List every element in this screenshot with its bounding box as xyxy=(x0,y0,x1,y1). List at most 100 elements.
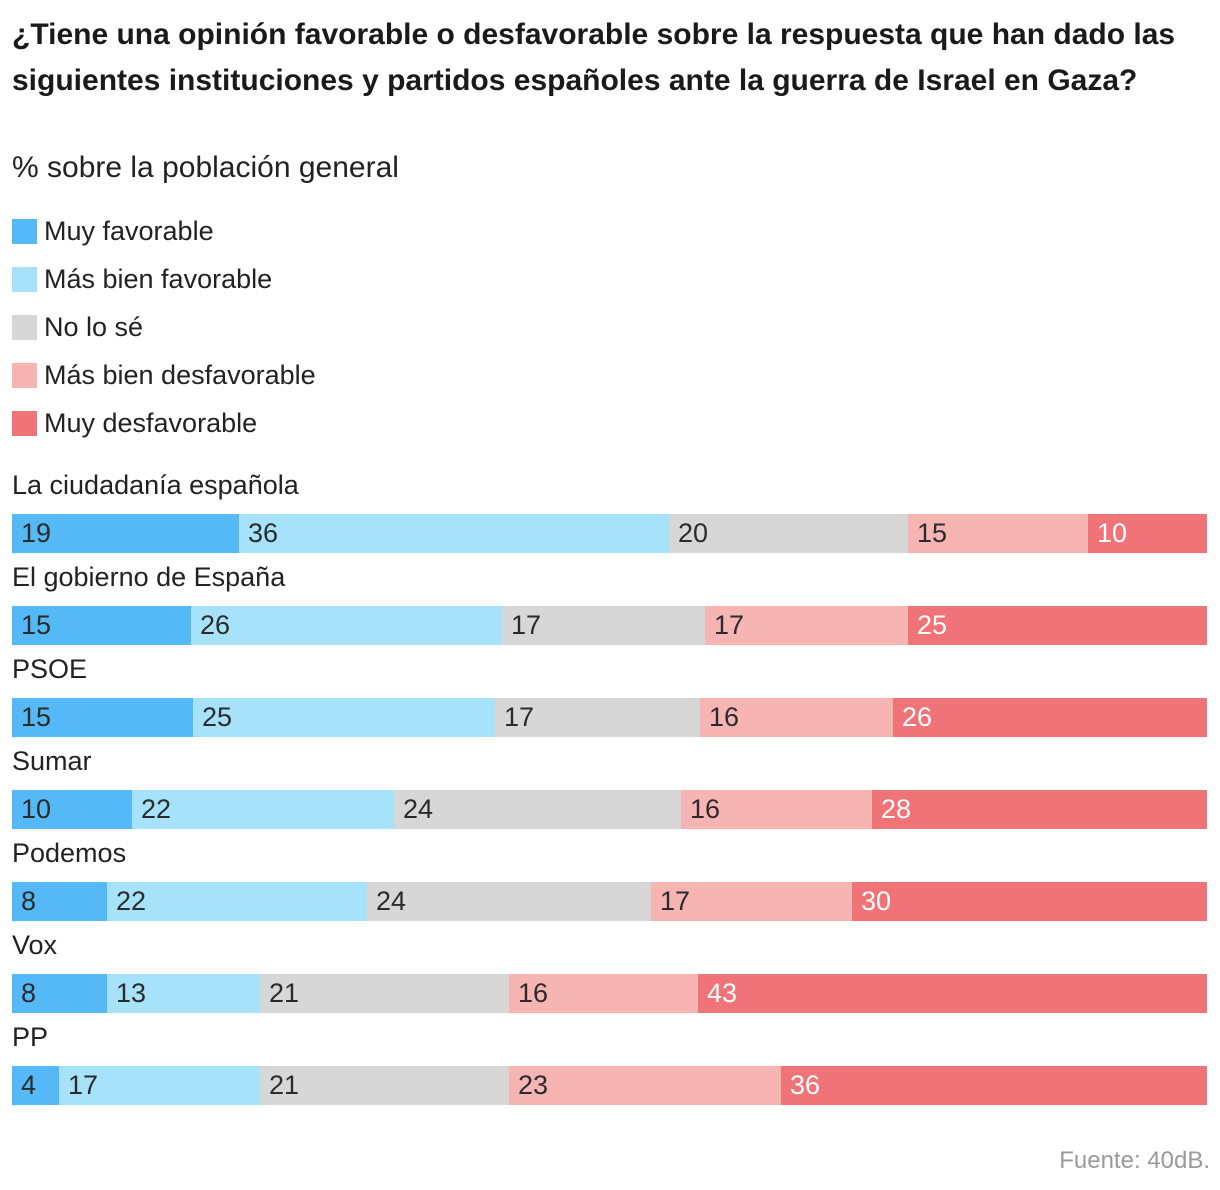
legend-label-no-lo-se: No lo sé xyxy=(44,311,144,342)
bar-row-podemos: 8 22 24 17 30 xyxy=(12,882,1207,921)
source-note: Fuente: 40dB. xyxy=(1059,1147,1210,1174)
category-label-psoe: PSOE xyxy=(12,654,88,684)
legend-label-mas-bien-favorable: Más bien favorable xyxy=(44,263,273,294)
data-label-el-gobierno-de-espana-muy-favorable: 15 xyxy=(21,610,52,640)
bar-segment-psoe-no-lo-se: 17 xyxy=(495,698,700,737)
bar-segment-pp-no-lo-se: 21 xyxy=(260,1066,509,1105)
bar-segment-vox-no-lo-se: 21 xyxy=(260,974,509,1013)
bar-segment-vox-mas-bien-desfavorable: 16 xyxy=(509,974,698,1013)
bar-segment-pp-muy-favorable: 4 xyxy=(12,1066,59,1105)
data-label-la-ciudadania-espanola-muy-desfavorable: 10 xyxy=(1097,518,1128,548)
legend-label-muy-favorable: Muy favorable xyxy=(44,215,214,246)
bar-segment-podemos-no-lo-se: 24 xyxy=(367,882,651,921)
bar-segment-psoe-muy-desfavorable: 26 xyxy=(893,698,1207,737)
data-label-el-gobierno-de-espana-mas-bien-desfavorable: 17 xyxy=(714,610,745,640)
data-label-podemos-mas-bien-desfavorable: 17 xyxy=(660,886,691,916)
data-label-sumar-muy-favorable: 10 xyxy=(21,794,52,824)
data-label-vox-muy-favorable: 8 xyxy=(21,978,37,1008)
bar-segment-psoe-mas-bien-desfavorable: 16 xyxy=(700,698,893,737)
bar-segment-el-gobierno-de-espana-muy-desfavorable: 25 xyxy=(908,606,1207,645)
bar-segment-la-ciudadania-espanola-no-lo-se: 20 xyxy=(669,514,908,553)
legend-label-muy-desfavorable: Muy desfavorable xyxy=(44,407,258,438)
data-label-pp-mas-bien-favorable: 17 xyxy=(68,1070,99,1100)
bar-segment-podemos-muy-favorable: 8 xyxy=(12,882,107,921)
category-label-el-gobierno-de-espana: El gobierno de España xyxy=(12,562,286,592)
bar-segment-sumar-mas-bien-desfavorable: 16 xyxy=(681,790,872,829)
bar-segment-el-gobierno-de-espana-no-lo-se: 17 xyxy=(502,606,705,645)
chart-title: ¿Tiene una opinión favorable o desfavora… xyxy=(12,18,1176,97)
data-label-pp-mas-bien-desfavorable: 23 xyxy=(518,1070,549,1100)
bar-row-el-gobierno-de-espana: 15 26 17 17 25 xyxy=(12,606,1207,645)
bar-segment-la-ciudadania-espanola-muy-favorable: 19 xyxy=(12,514,239,553)
category-label-vox: Vox xyxy=(12,930,58,960)
category-label-pp: PP xyxy=(12,1022,49,1052)
bar-segment-sumar-no-lo-se: 24 xyxy=(394,790,681,829)
data-label-podemos-no-lo-se: 24 xyxy=(376,886,407,916)
bar-segment-pp-mas-bien-favorable: 17 xyxy=(59,1066,260,1105)
data-label-el-gobierno-de-espana-muy-desfavorable: 25 xyxy=(917,610,948,640)
category-label-sumar: Sumar xyxy=(12,746,92,776)
data-label-psoe-mas-bien-favorable: 25 xyxy=(202,702,233,732)
chart-subtitle: % sobre la población general xyxy=(12,151,399,184)
data-label-pp-muy-favorable: 4 xyxy=(21,1070,37,1100)
data-label-sumar-mas-bien-favorable: 22 xyxy=(141,794,172,824)
bar-segment-la-ciudadania-espanola-muy-desfavorable: 10 xyxy=(1088,514,1207,553)
bar-row-psoe: 15 25 17 16 26 xyxy=(12,698,1207,737)
bar-row-pp: 4 17 21 23 36 xyxy=(12,1066,1207,1105)
bar-row-la-ciudadania-espanola: 19 36 20 15 10 xyxy=(12,514,1207,553)
data-label-psoe-muy-favorable: 15 xyxy=(21,702,52,732)
bar-row-sumar: 10 22 24 16 28 xyxy=(12,790,1207,829)
bar-segment-el-gobierno-de-espana-muy-favorable: 15 xyxy=(12,606,191,645)
data-label-podemos-muy-desfavorable: 30 xyxy=(861,886,892,916)
bar-segment-vox-muy-desfavorable: 43 xyxy=(698,974,1207,1013)
bar-segment-el-gobierno-de-espana-mas-bien-favorable: 26 xyxy=(191,606,502,645)
bar-segment-psoe-mas-bien-favorable: 25 xyxy=(193,698,495,737)
data-label-la-ciudadania-espanola-mas-bien-favorable: 36 xyxy=(248,518,279,548)
data-label-el-gobierno-de-espana-mas-bien-favorable: 26 xyxy=(200,610,231,640)
legend-item-mas-bien-desfavorable: Más bien desfavorable xyxy=(12,357,316,393)
category-label-la-ciudadania-espanola: La ciudadanía española xyxy=(12,470,299,500)
data-label-psoe-muy-desfavorable: 26 xyxy=(902,702,933,732)
data-label-vox-mas-bien-favorable: 13 xyxy=(116,978,147,1008)
bar-segment-sumar-muy-desfavorable: 28 xyxy=(872,790,1207,829)
bar-segment-podemos-mas-bien-desfavorable: 17 xyxy=(651,882,852,921)
data-label-pp-no-lo-se: 21 xyxy=(269,1070,300,1100)
data-label-vox-muy-desfavorable: 43 xyxy=(707,978,738,1008)
bar-segment-vox-mas-bien-favorable: 13 xyxy=(107,974,260,1013)
data-label-sumar-muy-desfavorable: 28 xyxy=(881,794,912,824)
legend-item-muy-favorable: Muy favorable xyxy=(12,213,214,249)
bar-segment-podemos-mas-bien-favorable: 22 xyxy=(107,882,367,921)
legend-item-muy-desfavorable: Muy desfavorable xyxy=(12,405,257,441)
data-label-el-gobierno-de-espana-no-lo-se: 17 xyxy=(511,610,542,640)
legend-label-mas-bien-desfavorable: Más bien desfavorable xyxy=(44,359,316,390)
data-label-sumar-mas-bien-desfavorable: 16 xyxy=(690,794,721,824)
bar-segment-vox-muy-favorable: 8 xyxy=(12,974,107,1013)
bar-segment-podemos-muy-desfavorable: 30 xyxy=(852,882,1207,921)
bar-segment-el-gobierno-de-espana-mas-bien-desfavorable: 17 xyxy=(705,606,908,645)
legend-swatch-mas-bien-desfavorable xyxy=(12,362,37,388)
data-label-podemos-muy-favorable: 8 xyxy=(21,886,37,916)
bar-segment-psoe-muy-favorable: 15 xyxy=(12,698,193,737)
data-label-la-ciudadania-espanola-no-lo-se: 20 xyxy=(678,518,709,548)
data-label-psoe-no-lo-se: 17 xyxy=(504,702,535,732)
data-label-psoe-mas-bien-desfavorable: 16 xyxy=(709,702,740,732)
legend-swatch-no-lo-se xyxy=(12,314,37,340)
data-label-sumar-no-lo-se: 24 xyxy=(403,794,434,824)
legend-swatch-muy-desfavorable xyxy=(12,410,37,436)
data-label-vox-no-lo-se: 21 xyxy=(269,978,300,1008)
data-label-vox-mas-bien-desfavorable: 16 xyxy=(518,978,549,1008)
bar-segment-la-ciudadania-espanola-mas-bien-favorable: 36 xyxy=(239,514,669,553)
data-label-la-ciudadania-espanola-mas-bien-desfavorable: 15 xyxy=(917,518,948,548)
data-label-pp-muy-desfavorable: 36 xyxy=(790,1070,821,1100)
bar-segment-sumar-mas-bien-favorable: 22 xyxy=(132,790,394,829)
bar-segment-sumar-muy-favorable: 10 xyxy=(12,790,132,829)
data-label-la-ciudadania-espanola-muy-favorable: 19 xyxy=(21,518,52,548)
bar-segment-pp-muy-desfavorable: 36 xyxy=(781,1066,1207,1105)
data-label-podemos-mas-bien-favorable: 22 xyxy=(116,886,147,916)
legend-item-mas-bien-favorable: Más bien favorable xyxy=(12,261,272,297)
legend-item-no-lo-se: No lo sé xyxy=(12,309,143,345)
category-label-podemos: Podemos xyxy=(12,838,127,868)
bar-segment-pp-mas-bien-desfavorable: 23 xyxy=(509,1066,781,1105)
legend-swatch-mas-bien-favorable xyxy=(12,266,37,292)
bar-row-vox: 8 13 21 16 43 xyxy=(12,974,1207,1013)
